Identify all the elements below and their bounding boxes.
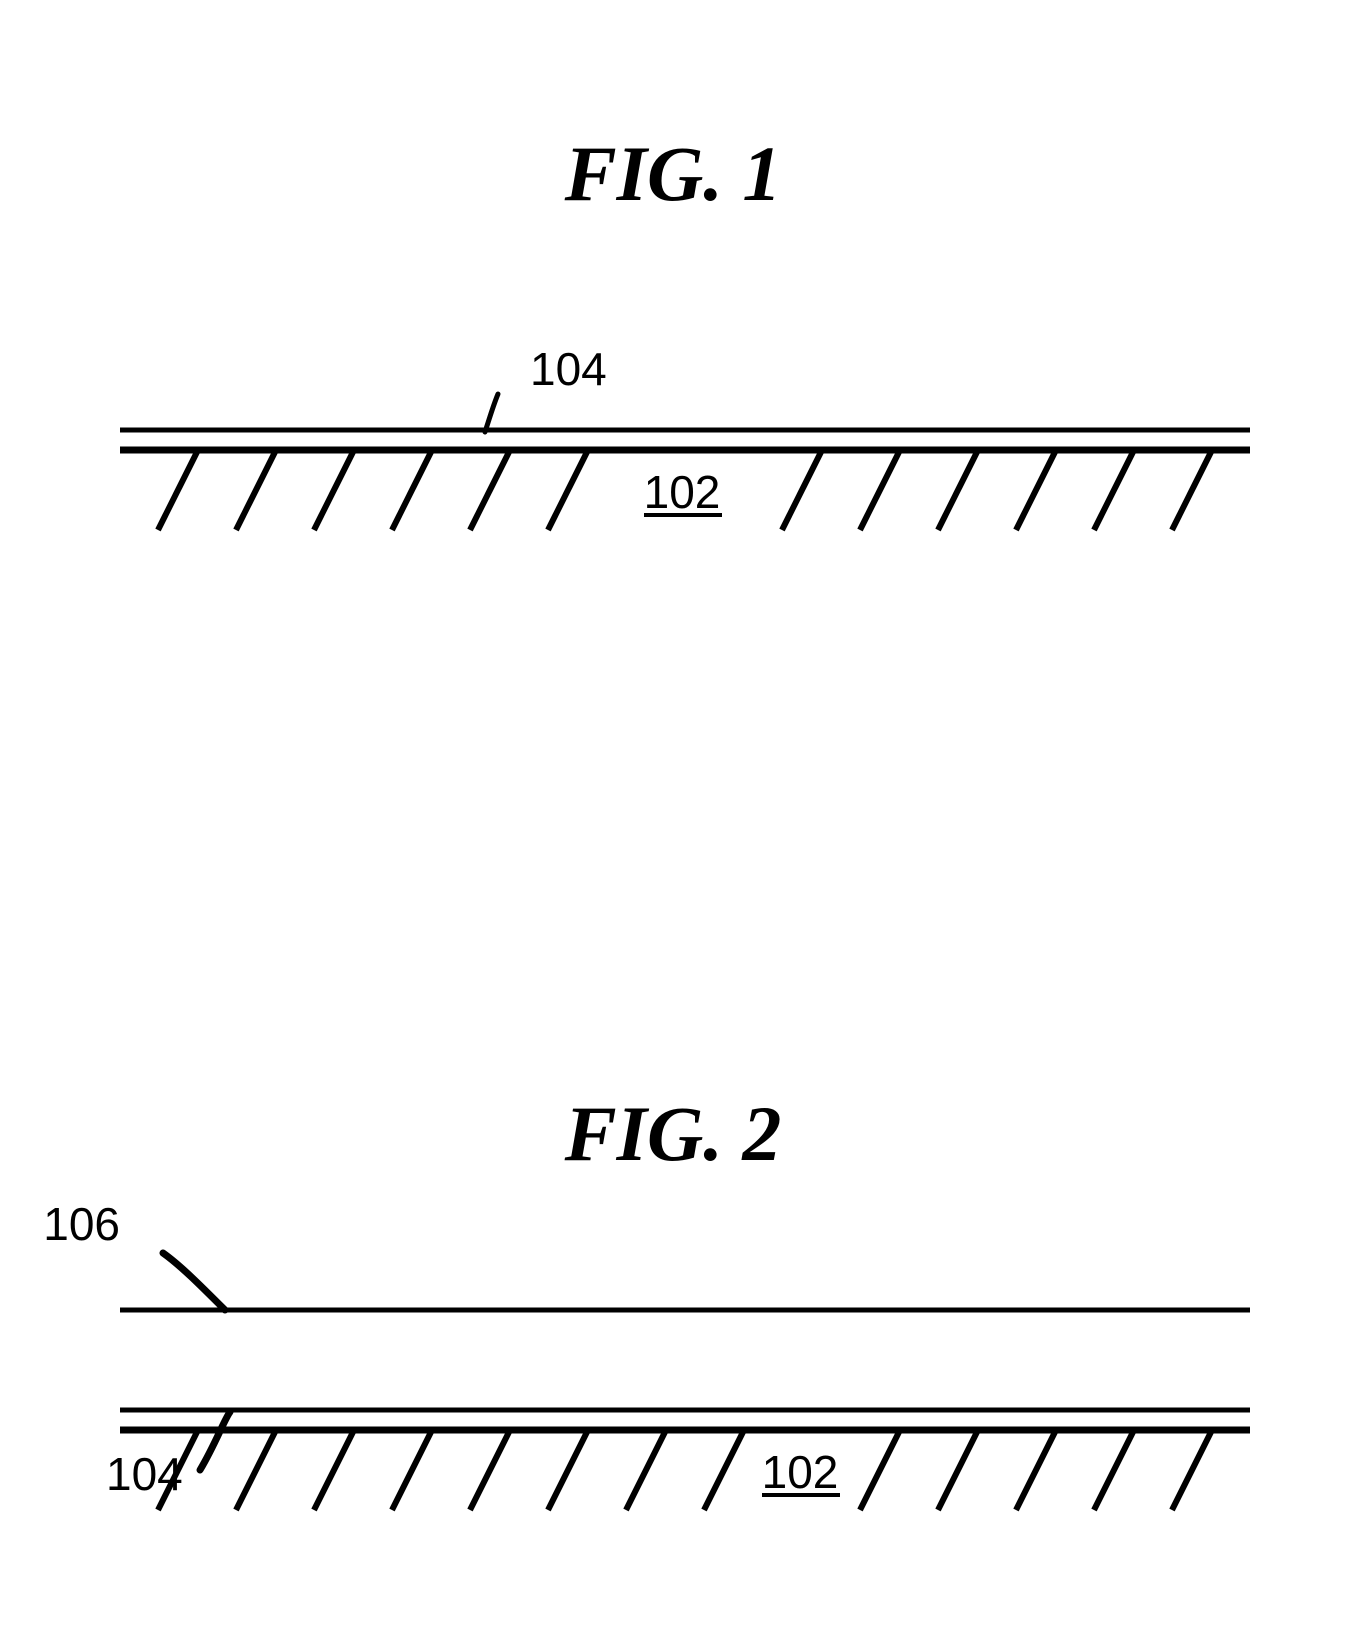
fig2-label-106: 106 (43, 1198, 120, 1250)
figure-1: FIG. 1 102 104 (120, 130, 1250, 530)
fig2-leader-104 (200, 1412, 230, 1470)
fig1-leader-104 (485, 394, 498, 432)
figure-1-title: FIG. 1 (564, 130, 782, 217)
fig2-leader-106 (163, 1253, 225, 1310)
fig1-label-102: 102 (644, 466, 721, 518)
fig2-label-104: 104 (106, 1448, 183, 1500)
figure-2-title: FIG. 2 (564, 1090, 782, 1177)
fig2-label-102: 102 (762, 1446, 839, 1498)
fig2-hatch (120, 1430, 1212, 1510)
figure-2: FIG. 2 102 106 104 (43, 1090, 1250, 1510)
fig1-label-104: 104 (530, 343, 607, 395)
